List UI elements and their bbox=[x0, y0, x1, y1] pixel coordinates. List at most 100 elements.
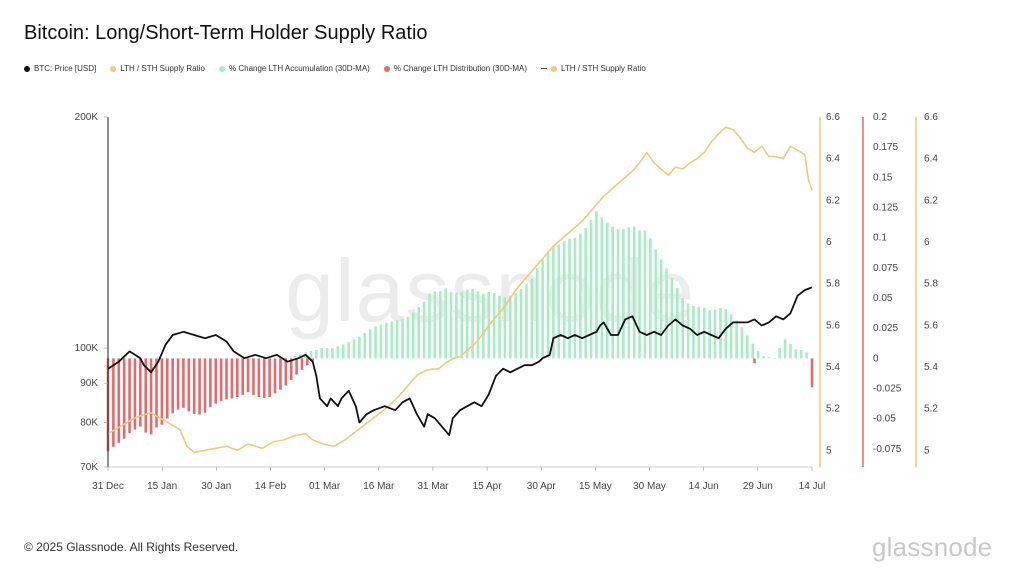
legend-marker bbox=[110, 65, 117, 72]
distribution-bar bbox=[230, 358, 234, 399]
price-tick-label: 100K bbox=[75, 343, 99, 354]
accumulation-bar bbox=[772, 358, 776, 359]
accumulation-bar bbox=[379, 324, 383, 359]
accumulation-bar bbox=[579, 234, 582, 359]
legend-marker bbox=[551, 65, 558, 72]
accumulation-bar bbox=[363, 333, 367, 359]
accumulation-bar bbox=[665, 268, 668, 359]
ratio-tick-label: 6.6 bbox=[826, 112, 840, 123]
distribution-bar bbox=[192, 358, 196, 414]
x-tick-label: 31 Mar bbox=[417, 481, 449, 492]
accumulation-bar bbox=[347, 342, 350, 359]
distribution-bar bbox=[122, 358, 126, 439]
accumulation-bar bbox=[627, 227, 631, 359]
accumulation-bar bbox=[568, 238, 571, 359]
distribution-bar bbox=[160, 358, 164, 425]
accumulation-bar bbox=[465, 289, 469, 359]
price-tick-label: 80K bbox=[80, 417, 98, 428]
ratio-tick-label: 6.4 bbox=[826, 154, 840, 165]
legend-item-lth-accumulation[interactable]: % Change LTH Accumulation (30D-MA) bbox=[219, 64, 370, 73]
accumulation-bar bbox=[438, 291, 442, 359]
legend-item-lth-distribution[interactable]: % Change LTH Distribution (30D-MA) bbox=[383, 64, 528, 73]
accumulation-bar bbox=[476, 291, 480, 359]
distribution-bar bbox=[219, 358, 223, 402]
accumulation-bar bbox=[789, 343, 792, 359]
accumulation-bar bbox=[756, 351, 760, 359]
x-tick-label: 14 Jul bbox=[799, 481, 826, 492]
change-tick-label: 0.1 bbox=[873, 233, 887, 244]
lth-sth-ratio-line bbox=[107, 126, 813, 454]
x-tick-label: 14 Jun bbox=[689, 481, 719, 492]
accumulation-bar bbox=[605, 222, 609, 359]
distribution-bar bbox=[810, 358, 814, 388]
legend-label: BTC: Price [USD] bbox=[34, 64, 97, 73]
price-tick-label: 70K bbox=[80, 462, 98, 473]
accumulation-bar bbox=[417, 307, 420, 359]
accumulation-bar bbox=[519, 288, 523, 359]
change-tick-label: -0.075 bbox=[873, 444, 902, 455]
accumulation-bar bbox=[541, 259, 544, 359]
accumulation-bar bbox=[713, 309, 717, 359]
ratio-tick-label: 5 bbox=[826, 445, 832, 456]
distribution-bar bbox=[171, 358, 174, 414]
accumulation-bar bbox=[433, 291, 437, 359]
accumulation-bar bbox=[686, 303, 690, 359]
accumulation-bar bbox=[670, 278, 674, 359]
btc-price-line bbox=[107, 286, 813, 437]
distribution-bar bbox=[155, 358, 158, 428]
accumulation-bar bbox=[552, 247, 555, 359]
accumulation-bar bbox=[562, 241, 566, 359]
distribution-bar bbox=[295, 358, 298, 375]
x-tick-label: 29 Jun bbox=[743, 481, 773, 492]
accumulation-bar bbox=[482, 293, 485, 359]
accumulation-bar bbox=[315, 349, 318, 359]
x-tick-label: 15 Jan bbox=[147, 481, 177, 492]
distribution-bar bbox=[176, 358, 180, 410]
accumulation-bar bbox=[632, 226, 636, 359]
legend-item-btc-price[interactable]: BTC: Price [USD] bbox=[24, 64, 96, 73]
accumulation-bar bbox=[573, 237, 577, 359]
accumulation-bar bbox=[778, 348, 781, 359]
ratio-2-tick-label: 6.4 bbox=[924, 154, 938, 165]
ratio-tick-label: 5.4 bbox=[826, 362, 840, 373]
change-tick-label: -0.025 bbox=[873, 384, 902, 395]
accumulation-bar bbox=[589, 220, 593, 359]
distribution-bar bbox=[182, 358, 185, 408]
accumulation-bar bbox=[336, 346, 340, 359]
copyright-text: © 2025 Glassnode. All Rights Reserved. bbox=[24, 540, 239, 554]
ratio-2-tick-label: 5.6 bbox=[924, 320, 938, 331]
x-tick-label: 15 Apr bbox=[473, 481, 503, 492]
accumulation-bar bbox=[352, 339, 356, 359]
accumulation-bar bbox=[455, 292, 458, 359]
distribution-bar bbox=[284, 358, 288, 386]
legend-marker bbox=[383, 65, 390, 72]
ratio-2-tick-label: 6 bbox=[924, 237, 930, 248]
change-tick-label: 0.15 bbox=[873, 172, 893, 183]
change-tick-label: 0.175 bbox=[873, 142, 898, 153]
distribution-bar bbox=[236, 358, 239, 397]
legend-label: % Change LTH Distribution (30D-MA) bbox=[393, 64, 528, 73]
chart-legend: BTC: Price [USD] LTH / STH Supply Ratio … bbox=[24, 64, 646, 73]
legend-item-lth-sth-ratio[interactable]: LTH / STH Supply Ratio bbox=[110, 64, 205, 73]
accumulation-bar bbox=[783, 339, 787, 359]
change-tick-label: 0.05 bbox=[873, 293, 893, 304]
change-tick-label: 0.025 bbox=[873, 323, 898, 334]
change-tick-label: 0.2 bbox=[873, 112, 887, 123]
distribution-bar bbox=[300, 358, 304, 370]
ratio-2-tick-label: 5.4 bbox=[924, 362, 938, 373]
distribution-bar bbox=[268, 358, 271, 397]
accumulation-bar bbox=[751, 343, 755, 359]
legend-item-lth-sth-ratio-2[interactable]: LTH / STH Supply Ratio bbox=[541, 64, 646, 73]
accumulation-bar bbox=[729, 314, 733, 359]
accumulation-bar bbox=[595, 211, 598, 359]
accumulation-bar bbox=[368, 329, 372, 359]
x-tick-label: 31 Dec bbox=[92, 481, 124, 492]
chart-title: Bitcoin: Long/Short-Term Holder Supply R… bbox=[24, 22, 428, 44]
distribution-bar bbox=[187, 358, 191, 412]
distribution-bar bbox=[203, 358, 207, 413]
accumulation-bar bbox=[320, 348, 324, 359]
accumulation-bar bbox=[735, 320, 738, 359]
accumulation-bar bbox=[444, 288, 447, 359]
accumulation-bar bbox=[762, 356, 765, 359]
accumulation-bar bbox=[395, 320, 399, 359]
